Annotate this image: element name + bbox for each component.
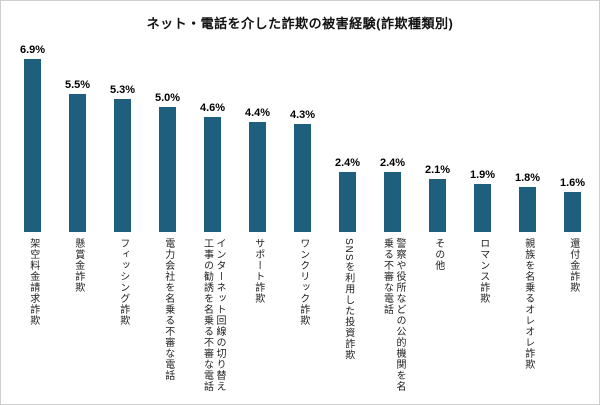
bar-wrapper: 1.8%: [515, 34, 540, 232]
bar: [203, 117, 221, 232]
bar: [113, 99, 131, 232]
bar: [293, 124, 311, 232]
bar: [68, 94, 86, 232]
bar-column: 5.0% 電力会社を名乗る不審な電話: [145, 34, 190, 392]
bar-wrapper: 5.0%: [155, 34, 180, 232]
category-label: 還付金詐欺: [567, 238, 579, 293]
bar-wrapper: 2.4%: [380, 34, 405, 232]
category-label: その他: [432, 238, 444, 271]
bar-wrapper: 1.6%: [560, 34, 585, 232]
bar: [473, 184, 491, 232]
bar-column: 4.4% サポート詐欺: [235, 34, 280, 392]
category-label: 架空料金請求詐欺: [27, 238, 39, 326]
bar-column: 1.8% 親族を名乗るオレオレ詐欺: [505, 34, 550, 392]
category-label: 親族を名乗るオレオレ詐欺: [522, 238, 534, 370]
bar-value-label: 5.5%: [64, 79, 91, 91]
bar-column: 4.3% ワンクリック詐欺: [280, 34, 325, 392]
bar: [248, 122, 266, 232]
category-label: ワンクリック詐欺: [297, 238, 309, 326]
category-label: 電力会社を名乗る不審な電話: [162, 238, 174, 381]
bar: [383, 172, 401, 232]
bar-value-label: 2.4%: [334, 157, 361, 169]
bar-value-label: 1.8%: [514, 172, 541, 184]
bar-column: 5.3% フィッシング詐欺: [100, 34, 145, 392]
bar-column: 6.9% 架空料金請求詐欺: [10, 34, 55, 392]
bar-value-label: 2.1%: [424, 164, 451, 176]
plot-area: 6.9% 架空料金請求詐欺 5.5% 懸賞金詐欺 5.3% フィッシング詐欺 5.0% 電力会…: [1, 34, 599, 392]
bar-wrapper: 4.6%: [200, 34, 225, 232]
category-label: SNSを利用した投資詐欺: [342, 238, 354, 361]
bar-column: 1.9% ロマンス詐欺: [460, 34, 505, 392]
bar-wrapper: 5.5%: [65, 34, 90, 232]
category-label: ロマンス詐欺: [477, 238, 489, 304]
chart-title: ネット・電話を介した詐欺の被害経験(詐欺種類別): [146, 16, 454, 31]
category-label: サポート詐欺: [252, 238, 264, 304]
bar-column: 2.1% その他: [415, 34, 460, 392]
bar-wrapper: 5.3%: [110, 34, 135, 232]
bar-value-label: 5.0%: [154, 92, 181, 104]
bar-value-label: 1.9%: [469, 169, 496, 181]
category-label: インターネット回線の切り替え工事の勧誘を名乗る不審な電話: [201, 238, 226, 392]
bar: [23, 59, 41, 232]
bar-wrapper: 1.9%: [470, 34, 495, 232]
bar-column: 2.4% 警察や役所などの公的機関を名乗る不審な電話: [370, 34, 415, 392]
bar-wrapper: 6.9%: [20, 34, 45, 232]
bar-wrapper: 4.3%: [290, 34, 315, 232]
bar: [518, 187, 536, 232]
bar-column: 2.4% SNSを利用した投資詐欺: [325, 34, 370, 392]
bar-wrapper: 2.1%: [425, 34, 450, 232]
bar: [338, 172, 356, 232]
bar-value-label: 4.4%: [244, 107, 271, 119]
category-label: 警察や役所などの公的機関を名乗る不審な電話: [381, 238, 406, 392]
bar: [158, 107, 176, 232]
bar-value-label: 2.4%: [379, 157, 406, 169]
bar-column: 4.6% インターネット回線の切り替え工事の勧誘を名乗る不審な電話: [190, 34, 235, 392]
bar-wrapper: 4.4%: [245, 34, 270, 232]
bar: [563, 192, 581, 232]
bar-column: 1.6% 還付金詐欺: [550, 34, 595, 392]
bar-value-label: 6.9%: [19, 44, 46, 56]
bar-value-label: 5.3%: [109, 84, 136, 96]
bar-value-label: 4.3%: [289, 109, 316, 121]
category-label: 懸賞金詐欺: [72, 238, 84, 293]
bar: [428, 179, 446, 232]
bar-column: 5.5% 懸賞金詐欺: [55, 34, 100, 392]
bar-wrapper: 2.4%: [335, 34, 360, 232]
category-label: フィッシング詐欺: [117, 238, 129, 326]
bar-value-label: 4.6%: [199, 102, 226, 114]
bar-value-label: 1.6%: [559, 177, 586, 189]
